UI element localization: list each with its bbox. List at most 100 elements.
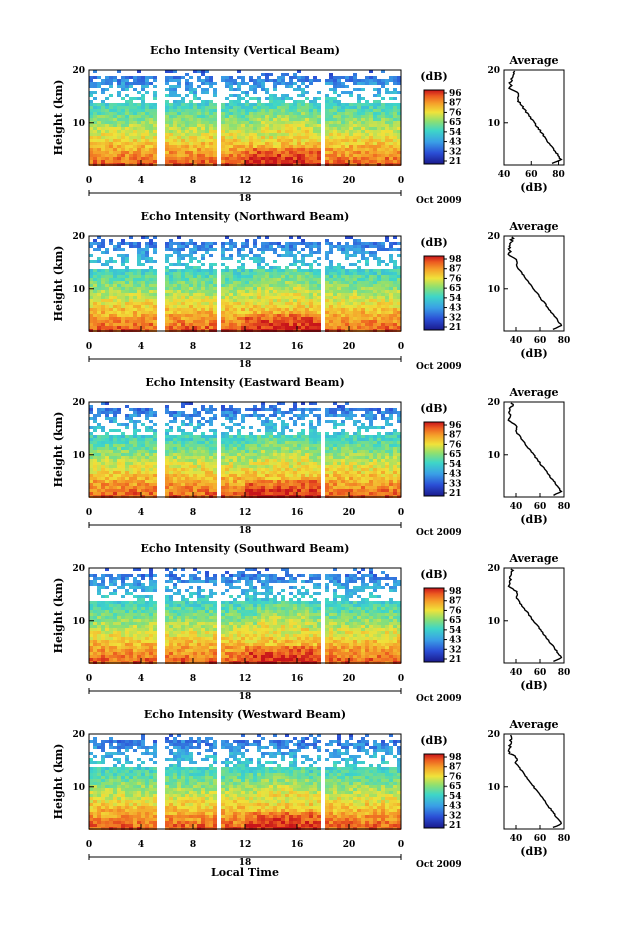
heatmap-cell — [169, 429, 173, 432]
heatmap-cell — [149, 269, 153, 272]
heatmap-cell — [305, 290, 309, 293]
heatmap-cell — [265, 154, 269, 157]
heatmap-cell — [97, 76, 101, 79]
heatmap-cell — [129, 441, 133, 444]
heatmap-cell — [193, 302, 197, 305]
heatmap-cell — [273, 121, 277, 124]
heatmap-cell — [101, 148, 105, 151]
heatmap-cell — [185, 308, 189, 311]
heatmap-cell — [229, 411, 233, 414]
heatmap-cell — [145, 456, 149, 459]
heatmap-cell — [265, 160, 269, 163]
heatmap-cell — [369, 323, 373, 326]
heatmap-cell — [393, 299, 397, 302]
panel-0: Echo Intensity (Vertical Beam)2010Height… — [52, 44, 565, 206]
heatmap-cell — [213, 160, 217, 163]
heatmap-cell — [377, 157, 381, 160]
heatmap-cell — [133, 115, 137, 118]
heatmap-cell — [289, 76, 293, 79]
heatmap-cell — [133, 121, 137, 124]
heatmap-cell — [381, 281, 385, 284]
x-tick-label: 20 — [343, 176, 356, 186]
heatmap-cell — [253, 157, 257, 160]
heatmap-cell — [169, 239, 173, 242]
heatmap-cell — [281, 269, 285, 272]
heatmap-cell — [253, 456, 257, 459]
heatmap-cell — [213, 248, 217, 251]
heatmap-cell — [149, 145, 153, 148]
heatmap-cell — [237, 151, 241, 154]
heatmap-cell — [269, 124, 273, 127]
heatmap-cell — [237, 296, 241, 299]
heatmap-cell — [369, 272, 373, 275]
heatmap-cell — [361, 82, 365, 85]
heatmap-cell — [141, 299, 145, 302]
heatmap-cell — [133, 293, 137, 296]
heatmap-cell — [125, 293, 129, 296]
heatmap-cell — [265, 420, 269, 423]
heatmap-cell — [105, 284, 109, 287]
heatmap-cell — [241, 438, 245, 441]
heatmap-cell — [145, 245, 149, 248]
heatmap-cell — [113, 317, 117, 320]
heatmap-cell — [273, 251, 277, 254]
heatmap-cell — [313, 290, 317, 293]
heatmap-cell — [389, 257, 393, 260]
heatmap-cell — [201, 290, 205, 293]
heatmap-cell — [353, 408, 357, 411]
heatmap-cell — [337, 85, 341, 88]
heatmap-cell — [193, 317, 197, 320]
heatmap-cell — [357, 260, 361, 263]
heatmap-cell — [337, 100, 341, 103]
heatmap-cell — [125, 148, 129, 151]
heatmap-cell — [385, 109, 389, 112]
heatmap-cell — [329, 160, 333, 163]
heatmap-cell — [213, 320, 217, 323]
heatmap-cell — [389, 118, 393, 121]
heatmap-cell — [145, 85, 149, 88]
heatmap-cell — [301, 308, 305, 311]
heatmap-cell — [365, 269, 369, 272]
heatmap-cell — [357, 245, 361, 248]
heatmap-cell — [345, 314, 349, 317]
heatmap-cell — [353, 326, 357, 329]
heatmap-cell — [361, 118, 365, 121]
heatmap-cell — [357, 314, 361, 317]
heatmap-cell — [141, 133, 145, 136]
heatmap-cell — [317, 145, 321, 148]
heatmap-cell — [97, 157, 101, 160]
heatmap-cell — [361, 127, 365, 130]
heatmap-cell — [149, 157, 153, 160]
heatmap-cell — [233, 423, 237, 426]
heatmap-cell — [141, 97, 145, 100]
heatmap-cell — [225, 142, 229, 145]
heatmap-cell — [373, 148, 377, 151]
heatmap-cell — [89, 260, 93, 263]
heatmap-cell — [325, 266, 329, 269]
heatmap-cell — [269, 311, 273, 314]
heatmap-cell — [93, 136, 97, 139]
heatmap-cell — [93, 160, 97, 163]
heatmap-cell — [281, 302, 285, 305]
heatmap-cell — [373, 447, 377, 450]
heatmap-cell — [121, 112, 125, 115]
heatmap-cell — [269, 139, 273, 142]
heatmap-cell — [233, 103, 237, 106]
heatmap-cell — [285, 266, 289, 269]
heatmap-cell — [225, 103, 229, 106]
heatmap-cell — [317, 326, 321, 329]
heatmap-cell — [93, 109, 97, 112]
heatmap-cell — [393, 429, 397, 432]
heatmap-cell — [177, 456, 181, 459]
heatmap-cell — [317, 91, 321, 94]
heatmap-cell — [173, 91, 177, 94]
heatmap-cell — [221, 308, 225, 311]
heatmap-cell — [145, 453, 149, 456]
heatmap-cell — [353, 441, 357, 444]
heatmap-cell — [285, 148, 289, 151]
heatmap-cell — [305, 85, 309, 88]
heatmap-cell — [261, 242, 265, 245]
heatmap-cell — [141, 269, 145, 272]
heatmap-cell — [289, 130, 293, 133]
heatmap-cell — [245, 293, 249, 296]
